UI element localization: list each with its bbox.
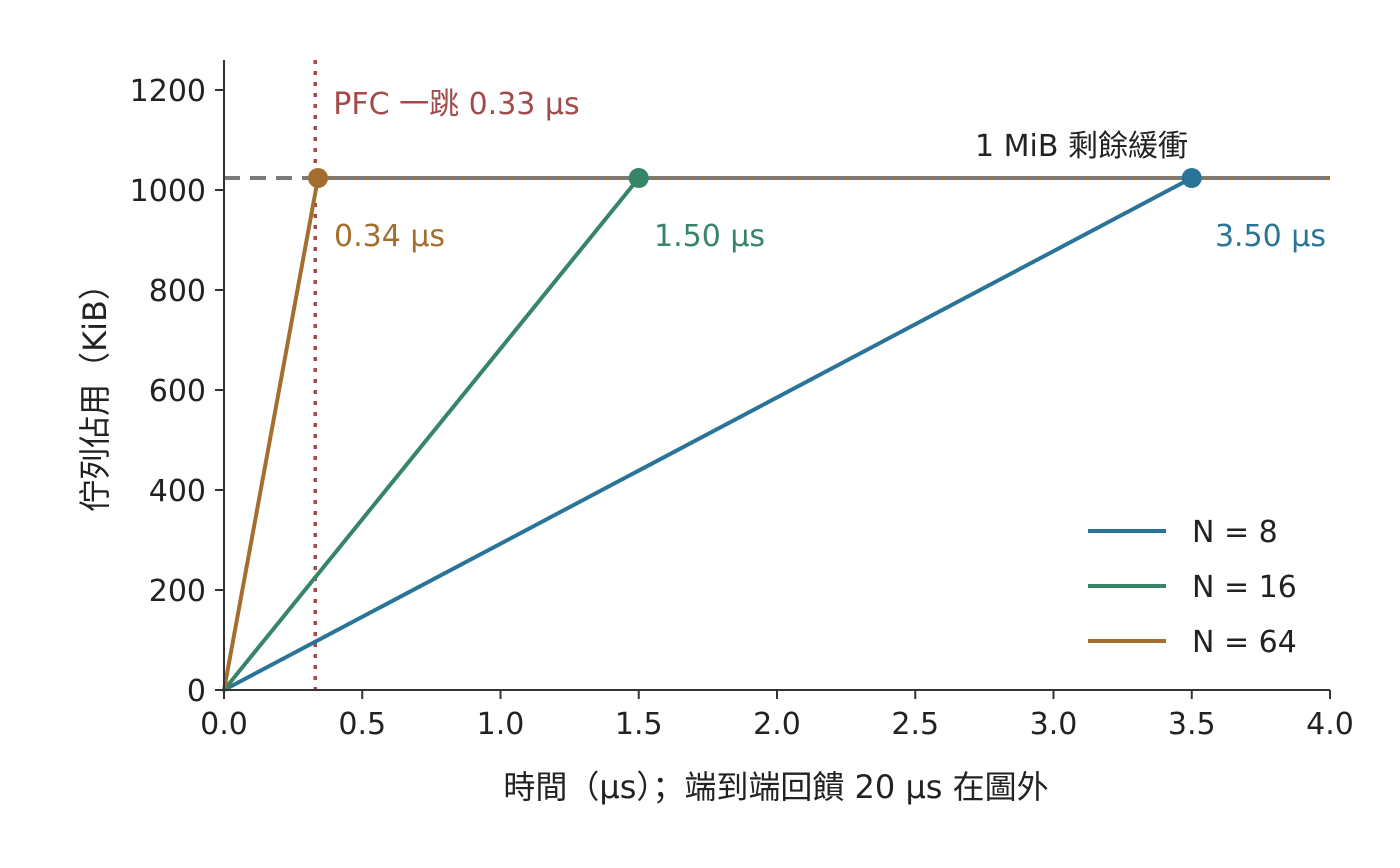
series-time-label-1: 1.50 µs (654, 219, 765, 254)
x-tick-label: 0.5 (338, 707, 386, 742)
series-time-label-2: 0.34 µs (334, 219, 445, 254)
buffer-limit-label: 1 MiB 剩餘緩衝 (975, 129, 1188, 164)
series-layer (222, 168, 1202, 692)
x-tick-label: 0.0 (200, 707, 248, 742)
series-line-2 (222, 176, 321, 692)
series-line-0 (222, 176, 1194, 692)
annotations-layer: PFC 一跳 0.33 µs 1 MiB 剩餘緩衝 3.50 µs 1.50 µs 0.… (333, 87, 1326, 254)
x-tick-label: 2.0 (753, 707, 801, 742)
legend-label-0: N = 8 (1192, 515, 1278, 550)
y-tick-label: 800 (149, 274, 206, 309)
legend: N = 8 N = 16 N = 64 (1088, 515, 1297, 660)
y-axis-title: 佇列佔用（KiB） (76, 268, 114, 512)
x-tick-label: 3.5 (1168, 707, 1216, 742)
pfc-hop-label: PFC 一跳 0.33 µs (333, 87, 579, 122)
x-tick-label: 1.5 (615, 707, 663, 742)
series-marker-1 (628, 168, 649, 188)
y-tick-label: 200 (149, 574, 206, 609)
x-tick-label: 4.0 (1306, 707, 1354, 742)
series-line-1 (222, 176, 641, 692)
y-tick-label: 1000 (130, 174, 206, 209)
legend-label-2: N = 64 (1192, 625, 1297, 660)
y-tick-label: 0 (187, 674, 206, 709)
x-tick-label: 3.0 (1030, 707, 1078, 742)
x-tick-label: 2.5 (891, 707, 939, 742)
legend-label-1: N = 16 (1192, 570, 1297, 605)
y-tick-label: 600 (149, 374, 206, 409)
series-time-label-0: 3.50 µs (1215, 219, 1326, 254)
y-tick-label: 1200 (130, 74, 206, 109)
x-axis-title: 時間（µs）；端到端回饋 20 µs 在圖外 (503, 768, 1048, 806)
axes-layer: 0.0 0.5 1.0 1.5 2.0 2.5 3.0 3.5 4.0 0 200 400 600 800… (130, 60, 1354, 742)
series-marker-2 (308, 168, 329, 188)
reference-lines-layer (224, 60, 1330, 690)
series-marker-0 (1181, 168, 1202, 188)
x-tick-label: 1.0 (477, 707, 525, 742)
y-tick-label: 400 (149, 474, 206, 509)
